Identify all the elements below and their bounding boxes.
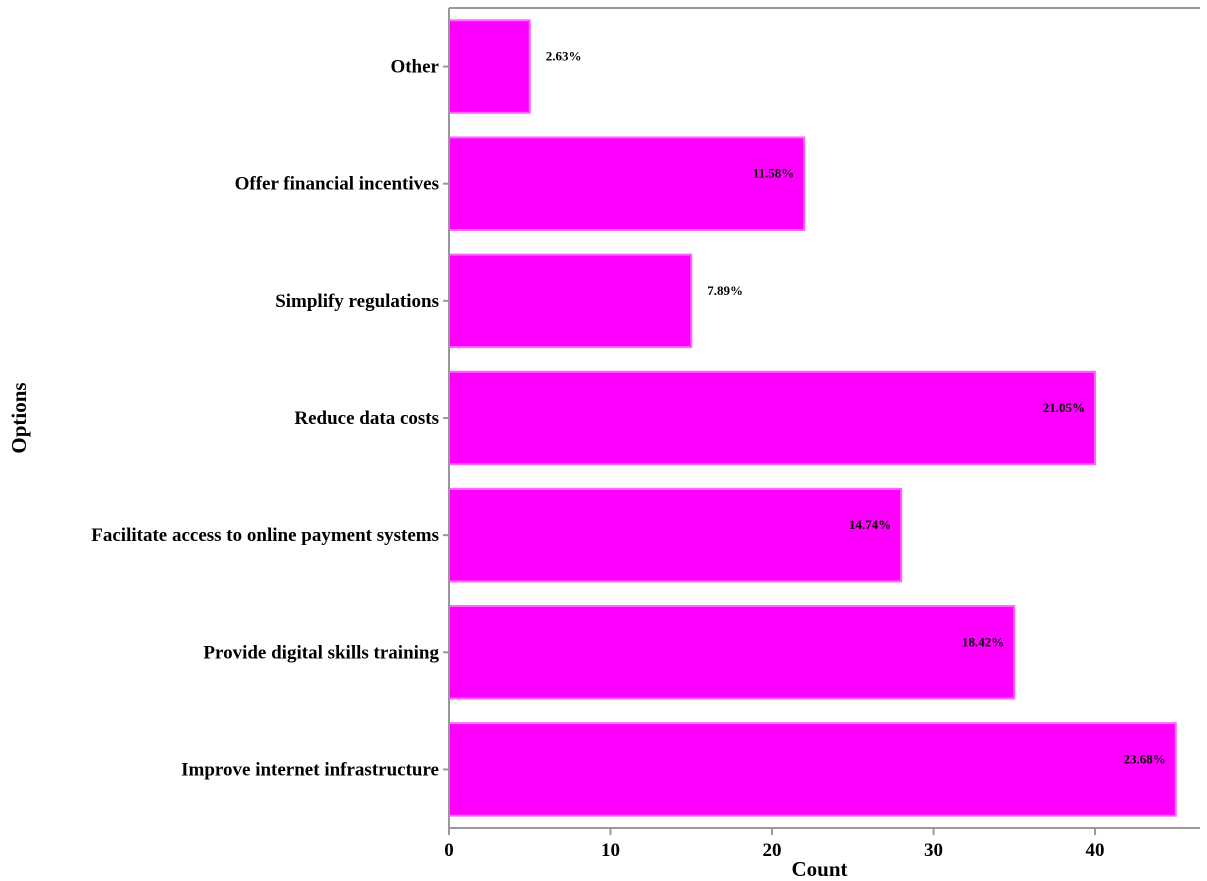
bar-percent-label: 7.89% <box>707 283 743 298</box>
category-labels-group: Other Offer financial incentives Simplify … <box>91 57 439 781</box>
bar-percent-label: 23.68% <box>1124 751 1166 766</box>
category-label: Simplify regulations <box>275 291 439 312</box>
bar <box>448 605 1016 700</box>
percent-labels-group: 2.63% 11.58% 7.89% 21.05% 14.74% 18.42% 23.68% <box>546 49 1166 767</box>
category-label: Provide digital skills training <box>203 642 439 663</box>
category-label: Reduce data costs <box>294 408 439 429</box>
x-tick-label: 0 <box>444 840 454 861</box>
bar-percent-label: 11.58% <box>753 166 795 181</box>
bar-percent-label: 14.74% <box>849 517 891 532</box>
bar-percent-label: 18.42% <box>962 634 1004 649</box>
bar <box>448 136 806 231</box>
bar <box>448 253 693 349</box>
category-label: Facilitate access to online payment syst… <box>91 525 439 546</box>
bar <box>448 370 1097 466</box>
bar <box>448 487 903 583</box>
x-ticks-group: 0 10 20 30 40 <box>444 828 1105 861</box>
category-label: Offer financial incentives <box>235 174 439 195</box>
x-tick-label: 40 <box>1086 840 1105 861</box>
x-axis-title: Count <box>791 857 847 881</box>
category-label: Other <box>390 57 439 78</box>
bar-percent-label: 21.05% <box>1043 400 1085 415</box>
category-label: Improve internet infrastructure <box>181 759 439 780</box>
y-axis-title: Options <box>7 382 31 453</box>
bar-percent-label: 2.63% <box>546 49 582 64</box>
bars-group <box>448 19 1177 817</box>
x-tick-label: 10 <box>601 840 620 861</box>
x-tick-label: 30 <box>924 840 943 861</box>
bar <box>448 722 1177 817</box>
x-tick-label: 20 <box>763 840 782 861</box>
bar <box>448 19 531 114</box>
